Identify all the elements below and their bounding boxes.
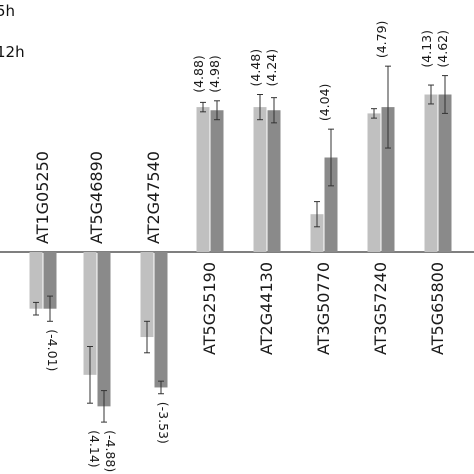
bar-6h-AT3G50770 [310, 214, 324, 252]
annotation-AT5G46890-1: (-4.88) [103, 430, 118, 472]
bar-12h-AT2G47540 [154, 252, 168, 388]
legend-label-12h: 12h [0, 43, 25, 61]
tick-label-AT2G44130: AT2G44130 [257, 262, 276, 355]
bar-12h-AT3G50770 [324, 157, 338, 252]
bar-6h-AT3G57240 [367, 113, 381, 253]
tick-label-AT5G46890: AT5G46890 [87, 151, 106, 244]
bar-12h-AT5G65800 [438, 94, 452, 252]
bar-12h-AT5G46890 [97, 252, 111, 407]
bar-6h-AT2G47540 [140, 252, 154, 338]
bar-12h-AT5G25190 [210, 110, 224, 252]
bar-6h-AT2G44130 [253, 107, 267, 252]
bar-12h-AT3G57240 [381, 107, 395, 252]
bar-12h-AT2G44130 [267, 110, 281, 252]
plot-area: AT1G05250 (-4.01) AT5G46890 (4.14) (-4.88) AT… [0, 21, 474, 472]
tick-label-AT2G47540: AT2G47540 [144, 151, 163, 244]
bar-6h-AT5G46890 [83, 252, 97, 375]
annotation-AT5G65800-0: (4.13) [419, 30, 434, 68]
tick-label-AT3G50770: AT3G50770 [314, 262, 333, 355]
annotation-AT5G65800-1: (4.62) [435, 30, 450, 68]
tick-label-AT3G57240: AT3G57240 [371, 262, 390, 355]
bar-6h-AT1G05250 [29, 252, 43, 309]
bar-6h-AT5G25190 [196, 107, 210, 252]
tick-label-AT5G65800: AT5G65800 [428, 262, 447, 355]
annotation-AT5G25190-0: (4.88) [191, 55, 206, 93]
annotation-AT5G25190-1: (4.98) [207, 55, 222, 93]
annotation-AT3G57240-0: (4.79) [374, 21, 389, 59]
bar-6h-AT5G65800 [424, 94, 438, 252]
tick-label-AT1G05250: AT1G05250 [33, 151, 52, 244]
annotation-AT2G44130-1: (4.24) [264, 49, 279, 87]
bar-12h-AT1G05250 [43, 252, 57, 309]
annotation-AT2G47540-0: (-3.53) [156, 402, 171, 444]
legend: 5h 12h [0, 2, 25, 61]
annotation-AT5G46890-0: (4.14) [87, 430, 102, 468]
legend-label-6h: 5h [0, 2, 15, 20]
annotation-AT1G05250-0: (-4.01) [45, 329, 60, 371]
annotation-AT3G50770-0: (4.04) [317, 84, 332, 122]
tick-label-AT5G25190: AT5G25190 [200, 262, 219, 355]
annotation-AT2G44130-0: (4.48) [248, 49, 263, 87]
